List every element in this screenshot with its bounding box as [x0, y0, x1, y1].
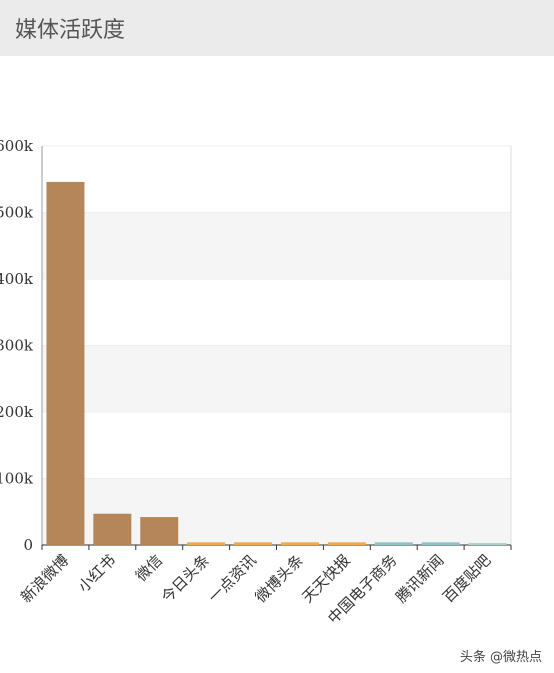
grid-band [42, 212, 511, 279]
y-tick-label: 600k [0, 137, 34, 155]
grid-band [42, 345, 511, 412]
x-tick-label: 百度贴吧 [439, 551, 494, 606]
bar [187, 542, 226, 545]
bar [468, 543, 507, 545]
bar [280, 542, 319, 545]
x-tick-label: 腾讯新闻 [392, 551, 447, 606]
x-tick-label: 一点资讯 [205, 551, 260, 606]
bar [93, 513, 132, 545]
bar [421, 542, 460, 545]
y-tick-label: 100k [0, 470, 34, 488]
y-tick-label: 0 [23, 536, 33, 554]
x-tick-label: 微信 [132, 551, 166, 585]
bar [234, 542, 273, 545]
bar [46, 181, 85, 545]
y-tick-label: 300k [0, 337, 34, 355]
bar [327, 542, 366, 545]
y-tick-label: 200k [0, 403, 34, 421]
header-title: 媒体活跃度 [15, 18, 126, 43]
watermark: 头条 @微热点 [459, 650, 542, 665]
x-tick-label: 小红书 [75, 551, 120, 596]
header: 媒体活跃度 [0, 0, 554, 56]
bar [374, 542, 413, 545]
bar [140, 517, 179, 545]
x-tick-label: 今日头条 [158, 551, 213, 606]
y-tick-label: 400k [0, 270, 34, 288]
x-tick-label: 新浪微博 [17, 551, 72, 606]
x-tick-label: 微博头条 [252, 551, 307, 606]
y-tick-label: 500k [0, 204, 34, 222]
